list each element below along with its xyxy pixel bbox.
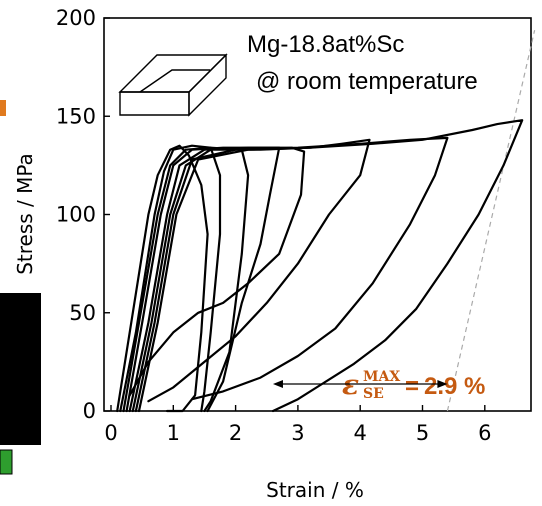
x-tick-label: 2 [229,421,242,445]
x-tick-label: 5 [416,421,429,445]
stress-strain-curve-6 [131,138,371,413]
eps-superscript: MAX [363,369,400,385]
material-label: Mg-18.8at%Sc [247,31,404,58]
stress-strain-curve-5 [128,146,306,413]
left-edge-black-panel [0,293,41,445]
x-tick-label: 1 [167,421,180,445]
stress-strain-curve-1 [116,144,209,413]
x-tick-label: 6 [478,421,491,445]
y-tick-label: 200 [56,6,96,30]
y-tick-label: 50 [69,301,96,325]
x-tick-label: 4 [354,421,367,445]
y-tick-label: 150 [56,104,96,128]
left-edge-green-mark [0,449,13,475]
x-tick-label: 0 [104,421,117,445]
y-tick-label: 100 [56,203,96,227]
arrow-head-left [272,380,283,388]
arrow-head-right [437,380,448,388]
eps-annotation: ε MAX SE = 2.9 % [342,368,485,402]
x-axis-title: Strain / % [266,478,364,502]
stress-strain-curve-7 [134,136,449,413]
eps-value: 2.9 % [424,373,485,400]
curves-layer [116,119,524,413]
x-axis: 0 1 2 3 4 5 6 [104,405,491,445]
y-axis-title: Stress / MPa [13,153,37,275]
eps-range-arrow [272,380,448,388]
guide-line-layer [446,30,536,412]
eps-subscript: SE [363,386,384,402]
y-axis: 0 50 100 150 200 [56,6,110,423]
x-tick-label: 3 [291,421,304,445]
stress-strain-curve-2 [119,144,222,413]
stress-strain-curve-4 [125,146,281,413]
stress-strain-curve-8 [137,119,524,413]
y-tick-label: 0 [83,399,96,423]
condition-label: @ room temperature [256,68,478,95]
guide-line [446,30,536,412]
specimen-block-icon [118,53,228,117]
eps-equals: = [405,373,419,400]
left-edge-orange-mark [0,100,6,116]
